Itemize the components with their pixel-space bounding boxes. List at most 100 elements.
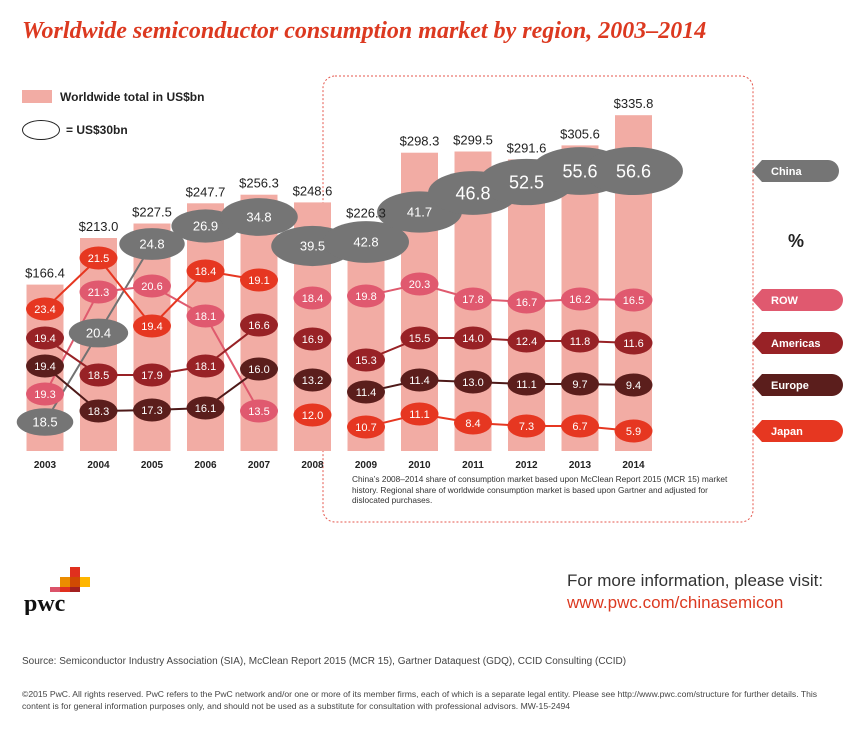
value-americas-2011: 14.0 <box>462 333 483 345</box>
value-americas-2012: 12.4 <box>516 336 537 348</box>
value-row-2013: 16.2 <box>569 294 590 306</box>
series-label-japan: Japan <box>771 426 803 438</box>
point-europe-2003 <box>26 354 64 378</box>
more-info-link[interactable]: www.pwc.com/chinasemicon <box>567 593 784 612</box>
point-row-2010 <box>400 272 439 296</box>
value-europe-2009: 11.4 <box>356 387 377 399</box>
point-americas-2008 <box>293 327 332 351</box>
chart-svg: $166.4 2003 $213.0 2004 $227.5 2005 $247.7 2006… <box>16 75 843 523</box>
point-europe-2010 <box>400 368 439 392</box>
series-tag-china <box>752 160 839 182</box>
point-china-2004 <box>68 318 129 348</box>
point-europe-2013 <box>561 372 599 396</box>
series-tag-row <box>752 289 843 311</box>
line-americas <box>44 324 634 376</box>
point-japan-2012 <box>507 414 546 438</box>
point-china-2007 <box>220 198 298 236</box>
value-japan-2009: 10.7 <box>355 422 376 434</box>
value-europe-2003: 19.4 <box>34 361 55 373</box>
series-label-china: China <box>771 166 802 178</box>
value-europe-2004: 18.3 <box>88 406 109 418</box>
point-europe-2006 <box>186 396 225 420</box>
value-china-2005: 24.8 <box>139 237 164 252</box>
point-china-2009 <box>323 221 409 263</box>
value-europe-2005: 17.3 <box>141 405 162 417</box>
total-label-2010: $298.3 <box>400 134 440 149</box>
value-americas-2006: 18.1 <box>195 361 216 373</box>
value-row-2009: 19.8 <box>355 291 376 303</box>
point-americas-2013 <box>561 329 599 353</box>
series-tag-japan <box>752 420 843 442</box>
point-americas-2003 <box>26 326 64 350</box>
year-label-2006: 2006 <box>194 460 217 471</box>
value-europe-2010: 11.4 <box>409 375 430 387</box>
value-americas-2009: 15.3 <box>355 355 376 367</box>
value-americas-2007: 16.6 <box>248 320 269 332</box>
year-label-2010: 2010 <box>408 460 431 471</box>
legend-scale-label: = US$30bn <box>66 123 128 137</box>
point-europe-2007 <box>240 357 278 381</box>
legend-total: Worldwide total in US$bn <box>22 90 204 104</box>
value-americas-2003: 19.4 <box>34 333 55 345</box>
value-europe-2012: 11.1 <box>516 379 537 391</box>
value-japan-2005: 19.4 <box>141 321 162 333</box>
point-row-2011 <box>454 287 492 311</box>
point-europe-2004 <box>79 399 118 423</box>
point-americas-2014 <box>614 331 653 355</box>
point-americas-2007 <box>240 313 278 337</box>
point-japan-2013 <box>561 414 599 438</box>
point-china-2003 <box>16 408 74 436</box>
point-row-2003 <box>26 382 64 406</box>
value-china-2004: 20.4 <box>86 326 111 341</box>
value-row-2006: 18.1 <box>195 311 216 323</box>
series-label-americas: Americas <box>771 338 821 350</box>
point-americas-2010 <box>400 326 439 350</box>
point-europe-2005 <box>133 398 171 422</box>
percent-unit-label: % <box>788 231 804 251</box>
point-europe-2008 <box>293 368 332 392</box>
value-americas-2008: 16.9 <box>302 334 323 346</box>
value-americas-2013: 11.8 <box>570 336 591 348</box>
value-europe-2013: 9.7 <box>572 379 587 391</box>
value-japan-2004: 21.5 <box>88 253 109 265</box>
value-europe-2006: 16.1 <box>195 403 216 415</box>
total-label-2014: $335.8 <box>614 96 654 111</box>
value-japan-2003: 23.4 <box>34 304 55 316</box>
value-row-2011: 17.8 <box>462 294 483 306</box>
series-tag-europe <box>752 374 843 396</box>
value-japan-2013: 6.7 <box>572 421 587 433</box>
value-china-2014: 56.6 <box>616 161 651 181</box>
point-row-2006 <box>186 304 225 328</box>
point-europe-2011 <box>454 370 492 394</box>
point-japan-2003 <box>26 297 64 321</box>
value-japan-2006: 18.4 <box>195 266 216 278</box>
point-japan-2007 <box>240 268 278 292</box>
value-japan-2014: 5.9 <box>626 426 641 438</box>
value-japan-2008: 12.0 <box>302 410 323 422</box>
series-label-row: ROW <box>771 295 799 307</box>
total-label-2009: $226.3 <box>346 206 386 221</box>
legend-ellipse-swatch <box>22 120 60 140</box>
value-americas-2004: 18.5 <box>88 370 109 382</box>
point-japan-2005 <box>133 314 171 338</box>
value-japan-2010: 11.1 <box>409 409 430 421</box>
legend-bar-swatch <box>22 90 52 103</box>
point-americas-2006 <box>186 354 225 378</box>
point-china-2014 <box>584 146 683 196</box>
value-row-2010: 20.3 <box>409 279 430 291</box>
point-row-2009 <box>347 284 385 308</box>
point-row-2014 <box>614 288 653 312</box>
series-label-europe: Europe <box>771 380 809 392</box>
point-japan-2004 <box>79 246 118 270</box>
point-japan-2014 <box>614 419 653 443</box>
point-americas-2004 <box>79 363 118 387</box>
point-europe-2009 <box>347 380 385 404</box>
point-row-2005 <box>133 274 171 298</box>
value-china-2013: 55.6 <box>562 161 597 181</box>
chart-note: China’s 2008–2014 share of consumption m… <box>352 474 728 505</box>
total-label-2011: $299.5 <box>453 133 493 148</box>
chart-title: Worldwide semiconductor consumption mark… <box>22 18 707 44</box>
line-japan <box>44 256 634 432</box>
value-row-2012: 16.7 <box>516 297 537 309</box>
year-label-2003: 2003 <box>34 460 57 471</box>
